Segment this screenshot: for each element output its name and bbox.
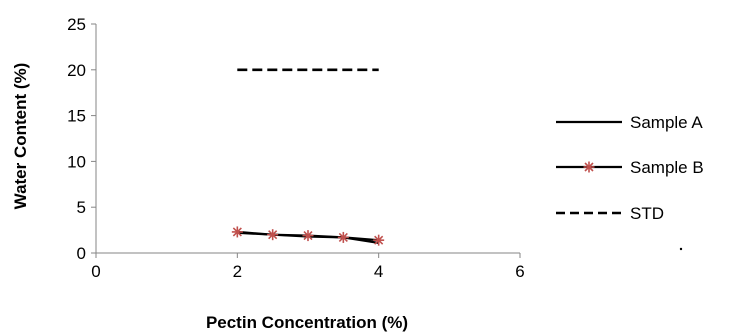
legend-item: Sample B: [556, 158, 704, 177]
y-tick-label: 15: [67, 107, 86, 126]
y-tick-label: 5: [77, 198, 86, 217]
stray-dot: [679, 247, 683, 251]
y-tick-label: 25: [67, 15, 86, 34]
y-ticks: 0 5 10 15 20 25: [67, 15, 96, 263]
y-tick-label: 10: [67, 152, 86, 171]
x-axis-title: Pectin Concentration (%): [206, 313, 408, 332]
y-tick-label: 20: [67, 61, 86, 80]
series-sample-b: [231, 226, 385, 246]
star-marker: [373, 234, 385, 246]
y-tick-label: 0: [77, 244, 86, 263]
x-tick-label: 6: [515, 262, 524, 281]
axes: [95, 24, 520, 254]
x-tick-label: 0: [91, 262, 100, 281]
star-marker: [267, 229, 279, 241]
star-marker: [231, 226, 243, 238]
star-marker: [302, 230, 314, 242]
legend-label: Sample B: [630, 158, 704, 177]
legend-item: STD: [556, 204, 664, 223]
x-tick-label: 2: [233, 262, 242, 281]
legend-label: STD: [630, 204, 664, 223]
x-ticks: 0 2 4 6: [91, 253, 525, 281]
series-layer: [231, 68, 385, 246]
star-marker: [337, 231, 349, 243]
legend: Sample A Sample B STD: [556, 113, 704, 223]
legend-label: Sample A: [630, 113, 703, 132]
x-tick-label: 4: [374, 262, 383, 281]
legend-item: Sample A: [556, 113, 703, 132]
y-axis-title: Water Content (%): [11, 63, 30, 210]
star-marker: [583, 161, 595, 173]
